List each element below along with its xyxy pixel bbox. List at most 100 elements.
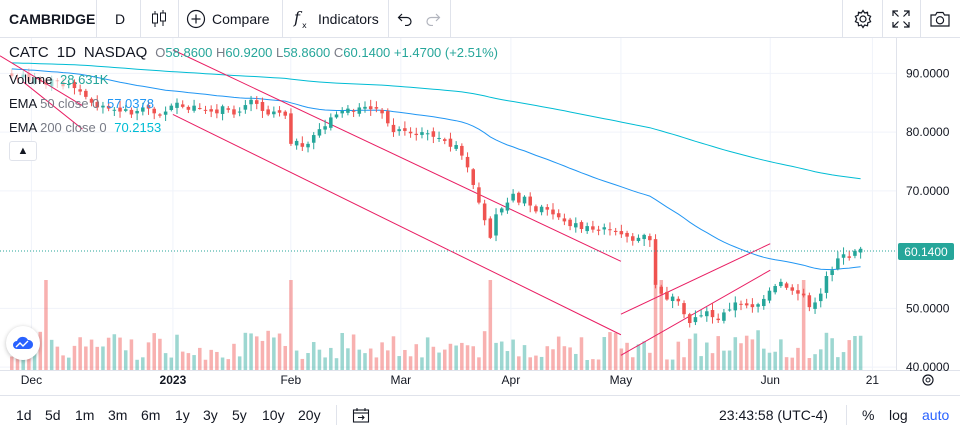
- candle-body: [84, 90, 88, 97]
- candle-body: [511, 193, 515, 201]
- collapse-legend-button[interactable]: ▲: [9, 141, 37, 161]
- x-tick-label: May: [610, 373, 633, 387]
- channel-line: [23, 81, 83, 130]
- tradingview-logo[interactable]: [6, 326, 40, 360]
- divider: [336, 405, 337, 425]
- volume-bar: [739, 343, 743, 370]
- volume-bar: [66, 357, 71, 370]
- volume-bar: [830, 338, 834, 370]
- range-1d[interactable]: 1d: [16, 407, 32, 423]
- volume-bar: [710, 353, 715, 370]
- candle-body: [317, 129, 322, 136]
- study-volume[interactable]: Volume 28.631K: [9, 72, 108, 87]
- candle-body: [101, 105, 105, 108]
- auto-scale-toggle[interactable]: auto: [922, 407, 950, 423]
- interval-button[interactable]: D: [114, 11, 126, 27]
- volume-bar: [591, 359, 595, 370]
- trend-channels[interactable]: [0, 49, 771, 356]
- candle-body: [306, 143, 310, 148]
- volume-bar: [226, 359, 231, 370]
- candle-body: [591, 226, 595, 230]
- volume-bar: [648, 352, 652, 370]
- clock-time[interactable]: 23:43:58 (UTC-4): [719, 407, 828, 423]
- study-ema-200[interactable]: EMA 200 close 0 70.2153: [9, 120, 161, 135]
- fullscreen-button[interactable]: [891, 0, 911, 38]
- volume-bar: [807, 358, 812, 370]
- x-tick-label: Jun: [761, 373, 780, 387]
- volume-bar: [670, 359, 675, 370]
- undo-button[interactable]: [396, 0, 414, 38]
- candle-body: [830, 270, 834, 275]
- grid: [0, 38, 896, 370]
- goto-date-button[interactable]: [352, 396, 370, 434]
- divider: [450, 0, 451, 38]
- candle-body: [505, 202, 510, 211]
- range-3y[interactable]: 3y: [203, 407, 218, 423]
- volume-bar: [95, 346, 100, 370]
- volume-bar: [266, 330, 270, 370]
- settings-button[interactable]: [852, 0, 874, 38]
- indicators-label: Indicators: [318, 11, 379, 27]
- volume-bar: [693, 333, 698, 370]
- study-params: 50 close 0: [40, 96, 100, 111]
- top-toolbar: CAMBRIDGE D Compare f x Indicators: [0, 0, 960, 38]
- candle-body: [21, 74, 25, 78]
- volume-bar: [260, 340, 265, 370]
- range-10y[interactable]: 10y: [262, 407, 285, 423]
- legend-close: 60.1400: [343, 45, 391, 60]
- legend-ticker[interactable]: CATC: [9, 44, 49, 61]
- volume-bar: [334, 358, 339, 370]
- symbol-search[interactable]: CAMBRIDGE: [9, 11, 96, 27]
- range-1m[interactable]: 1m: [75, 407, 95, 423]
- range-3m[interactable]: 3m: [108, 407, 128, 423]
- candle-body: [773, 286, 777, 293]
- candle-body: [710, 309, 715, 318]
- indicators-button[interactable]: f x Indicators: [292, 0, 379, 38]
- volume-bar: [203, 359, 208, 370]
- volume-bar: [175, 334, 179, 370]
- range-20y[interactable]: 20y: [298, 407, 321, 423]
- candle-body: [790, 287, 795, 291]
- volume-bar: [488, 280, 493, 370]
- range-5y[interactable]: 5y: [232, 407, 247, 423]
- candle-body: [574, 223, 578, 228]
- volume-bar: [477, 357, 481, 370]
- candle-body: [693, 317, 698, 323]
- volume-bar: [505, 351, 510, 370]
- snapshot-button[interactable]: [929, 0, 951, 38]
- volume-bar: [135, 359, 139, 370]
- price-axis[interactable]: 90.0000 80.0000 70.0000 50.0000 40.0000: [906, 66, 950, 374]
- volume-bar: [653, 280, 658, 370]
- volume-bar: [198, 347, 202, 370]
- volume-bar: [499, 341, 504, 370]
- candle-body: [682, 303, 686, 315]
- range-6m[interactable]: 6m: [141, 407, 161, 423]
- range-5d[interactable]: 5d: [45, 407, 61, 423]
- compare-button[interactable]: Compare: [186, 0, 270, 38]
- volume-bar: [682, 357, 686, 370]
- volume-bar: [408, 356, 413, 370]
- volume-bar: [163, 353, 168, 370]
- time-axis[interactable]: Dec 2023 Feb Mar Apr May Jun 21: [21, 373, 880, 387]
- volume-bar: [767, 352, 772, 370]
- last-price-tag: 60.1400: [898, 243, 954, 260]
- volume-bar: [511, 339, 515, 370]
- candle-body: [340, 110, 344, 114]
- price-chart[interactable]: 90.0000 80.0000 70.0000 50.0000 40.0000 Dec 2…: [0, 38, 960, 395]
- percent-scale-toggle[interactable]: %: [862, 407, 875, 423]
- axis-settings-button[interactable]: [922, 374, 934, 386]
- log-scale-toggle[interactable]: log: [889, 407, 908, 423]
- volume-bar: [539, 356, 544, 370]
- candle-body: [579, 222, 584, 230]
- candle-body: [72, 81, 77, 89]
- candle-body: [180, 104, 185, 107]
- candles-style-button[interactable]: [146, 0, 172, 38]
- candle-body: [648, 236, 652, 241]
- study-ema-50[interactable]: EMA 50 close 0 57.0378: [9, 96, 154, 111]
- candle-body: [374, 107, 379, 109]
- redo-button[interactable]: [424, 0, 442, 38]
- volume-bar: [482, 331, 487, 370]
- range-1y[interactable]: 1y: [175, 407, 190, 423]
- volume-bar: [89, 339, 94, 370]
- volume-bar: [44, 280, 48, 370]
